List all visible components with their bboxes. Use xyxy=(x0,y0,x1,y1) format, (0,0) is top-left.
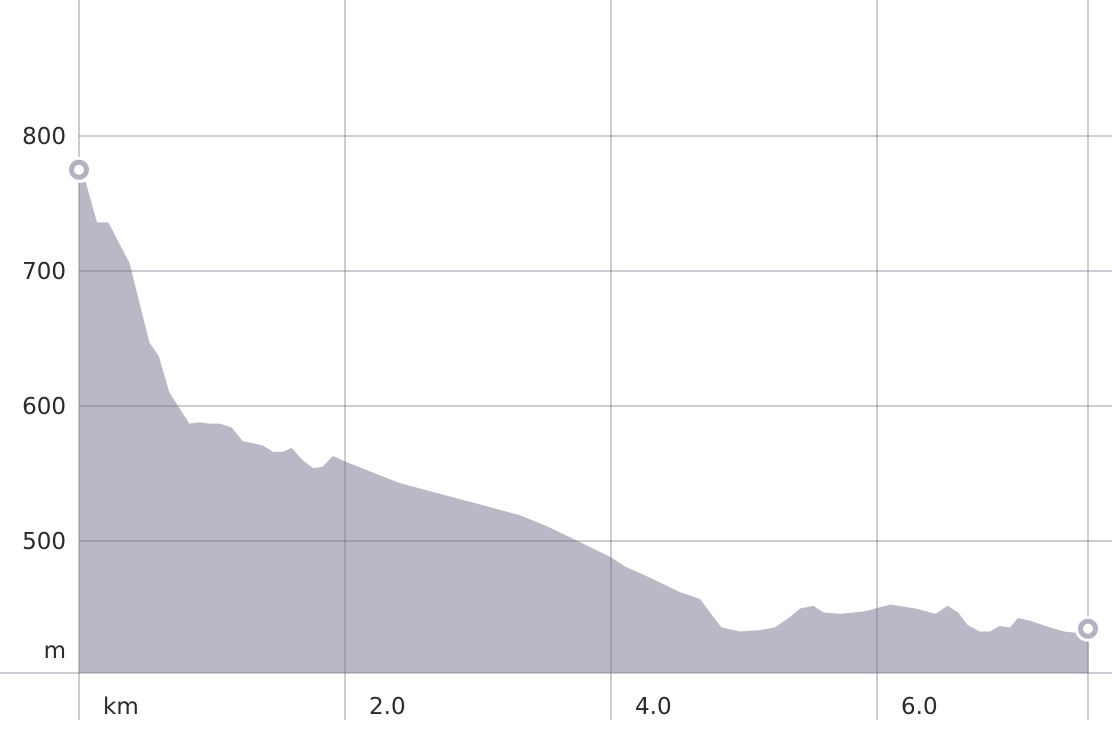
y-tick-label: 700 xyxy=(22,259,66,285)
y-tick-label: 800 xyxy=(22,124,66,150)
x-tick-label: 6.0 xyxy=(901,694,938,720)
x-tick-label: 4.0 xyxy=(635,694,672,720)
y-tick-label: 600 xyxy=(22,394,66,420)
elevation-area xyxy=(79,181,1089,673)
y-axis-unit: m xyxy=(44,638,66,664)
start-marker xyxy=(69,159,89,180)
x-tick-label: km xyxy=(103,694,139,720)
y-tick-label: 500 xyxy=(22,529,66,555)
x-tick-label: 2.0 xyxy=(369,694,406,720)
end-marker xyxy=(1078,618,1098,639)
